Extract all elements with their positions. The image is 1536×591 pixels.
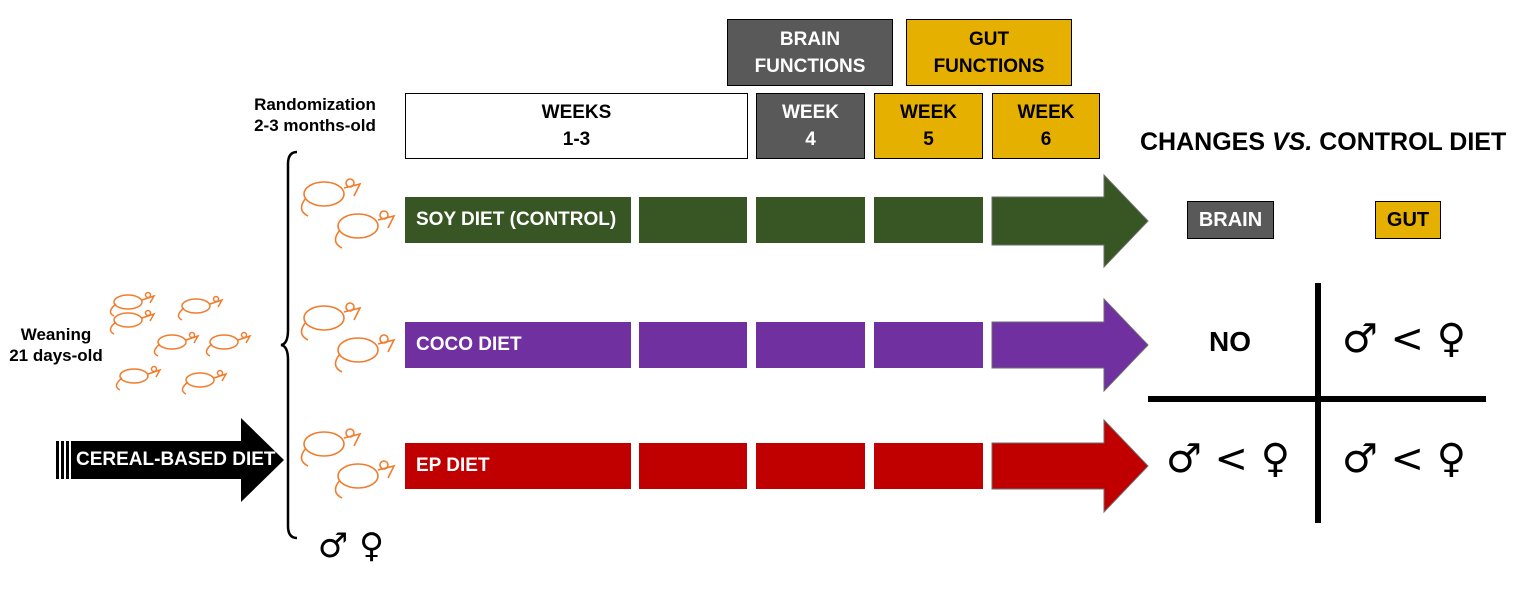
ep-segment <box>874 443 983 489</box>
coco-diet-label: COCO DIET <box>405 322 631 368</box>
soy-arrow-head <box>991 173 1149 269</box>
coco-segment <box>639 322 747 368</box>
soy-segment <box>756 197 865 243</box>
ep-diet-label: EP DIET <box>405 443 631 489</box>
soy-diet-label: SOY DIET (CONTROL) <box>405 197 631 243</box>
results-title: CHANGES VS. CONTROL DIET <box>1140 128 1507 156</box>
ep-mice-icon <box>300 428 395 499</box>
week-6-box: WEEK 6 <box>992 93 1100 159</box>
ep-gut-result: ♂ < ♀ <box>1341 436 1467 482</box>
coco-arrow-head <box>991 297 1149 393</box>
cereal-diet-label: CEREAL-BASED DIET <box>76 449 276 470</box>
results-horizontal-divider <box>1148 396 1486 402</box>
coco-gut-result: ♂ < ♀ <box>1341 316 1467 362</box>
soy-segment <box>874 197 983 243</box>
weeks-1-3-box: WEEKS 1-3 <box>405 93 748 159</box>
randomization-brace <box>280 150 298 540</box>
ep-brain-result: ♂ < ♀ <box>1165 436 1291 482</box>
results-vertical-divider <box>1315 283 1321 523</box>
coco-segment <box>874 322 983 368</box>
cereal-diet-arrow <box>56 418 284 502</box>
ep-segment <box>756 443 865 489</box>
weaning-label: Weaning 21 days-old <box>9 325 103 365</box>
soy-mice-icon <box>300 178 395 249</box>
coco-segment <box>756 322 865 368</box>
brain-result-header: BRAIN <box>1187 201 1274 239</box>
brain-functions-box: BRAIN FUNCTIONS <box>727 19 893 86</box>
week-4-box: WEEK 4 <box>756 93 865 159</box>
weaning-mice-icon <box>109 291 251 395</box>
sex-symbols: ♂ ♀ <box>317 526 385 566</box>
coco-mice-icon <box>300 302 395 373</box>
gut-result-header: GUT <box>1375 201 1441 239</box>
soy-segment <box>639 197 747 243</box>
gut-functions-box: GUT FUNCTIONS <box>906 19 1072 86</box>
week-5-box: WEEK 5 <box>874 93 983 159</box>
randomization-label: Randomization 2-3 months-old <box>254 95 376 135</box>
ep-segment <box>639 443 747 489</box>
ep-arrow-head <box>991 418 1149 514</box>
coco-brain-result: NO <box>1209 326 1251 357</box>
